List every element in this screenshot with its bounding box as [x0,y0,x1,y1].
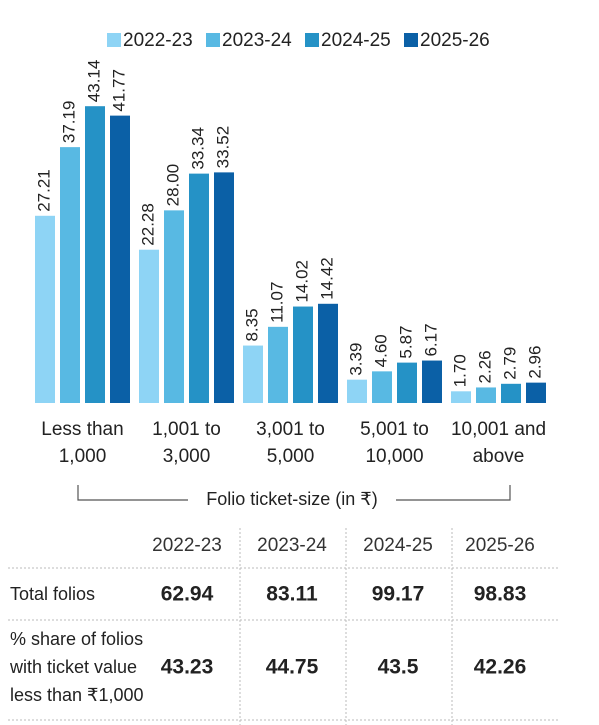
legend-label: 2024-25 [321,30,391,51]
bar [372,371,392,403]
table-cell: 42.26 [474,656,527,679]
bar [422,360,442,403]
value-label: 22.28 [138,203,157,246]
bar [476,387,496,403]
value-label: 1.70 [450,354,469,387]
table-header: 2023-24 [257,535,327,556]
value-label: 2.96 [525,346,544,379]
value-label: 41.77 [109,69,128,112]
x-tick-label: 10,001 and [451,419,546,440]
value-label: 11.07 [267,282,286,323]
table-cell: 44.75 [266,656,319,679]
table-cell: 83.11 [266,583,318,606]
bar [214,172,234,403]
row-label: with ticket value [9,657,137,677]
table-cell: 62.94 [161,583,214,606]
value-label: 3.39 [346,343,365,376]
x-tick-label: 3,001 to [256,419,325,440]
value-label: 2.79 [500,347,519,380]
value-label: 8.35 [242,308,261,341]
row-label: less than ₹1,000 [10,685,144,705]
legend-swatch [404,33,418,47]
bracket-right [396,485,511,501]
legend-label: 2022-23 [123,30,193,51]
value-label: 43.14 [84,60,103,103]
table-header: 2024-25 [363,535,433,556]
value-label: 28.00 [163,164,182,207]
x-tick-label: above [473,446,525,467]
x-tick-label: Less than [41,419,123,440]
bar [293,306,313,403]
bar [164,210,184,403]
value-label: 4.60 [371,334,390,367]
bar [110,115,130,403]
x-axis-label: Folio ticket-size (in ₹) [206,489,377,509]
x-tick-label: 1,001 to [152,419,221,440]
value-label: 27.21 [34,169,53,212]
row-label: % share of folios [10,629,143,649]
legend-swatch [107,33,121,47]
bar [139,249,159,403]
x-tick-label: 1,000 [59,446,107,467]
table-cell: 43.23 [161,656,214,679]
bar [526,382,546,403]
table-cell: 98.83 [474,583,527,606]
x-tick-label: 5,000 [267,446,315,467]
bar [85,106,105,403]
bar [60,147,80,403]
x-tick-label: 10,000 [365,446,423,467]
table-header: 2025-26 [465,535,535,556]
bar [451,391,471,403]
value-label: 33.52 [213,126,232,169]
value-label: 14.42 [317,257,336,300]
row-label: Total folios [10,584,95,604]
bar [501,383,521,403]
bar [268,326,288,403]
legend-swatch [305,33,319,47]
value-label: 6.17 [421,323,440,356]
table-grid [8,528,560,725]
value-label: 5.87 [396,326,415,359]
bar [397,362,417,403]
table-cell: 43.5 [378,656,419,679]
bar [318,303,338,403]
value-label: 33.34 [188,127,207,170]
legend-label: 2025-26 [420,30,490,51]
bar [347,379,367,403]
table-header: 2022-23 [152,535,222,556]
value-label: 2.26 [475,350,494,383]
axis-bracket [77,485,511,501]
bar [243,345,263,403]
legend-label: 2023-24 [222,30,292,51]
x-tick-label: 5,001 to [360,419,429,440]
x-tick-label: 3,000 [163,446,211,467]
value-label: 14.02 [292,260,311,303]
table-cell: 99.17 [372,583,425,606]
value-label: 37.19 [59,101,78,144]
bracket-left [77,485,188,501]
legend-swatch [206,33,220,47]
bar [35,215,55,403]
bar [189,173,209,403]
